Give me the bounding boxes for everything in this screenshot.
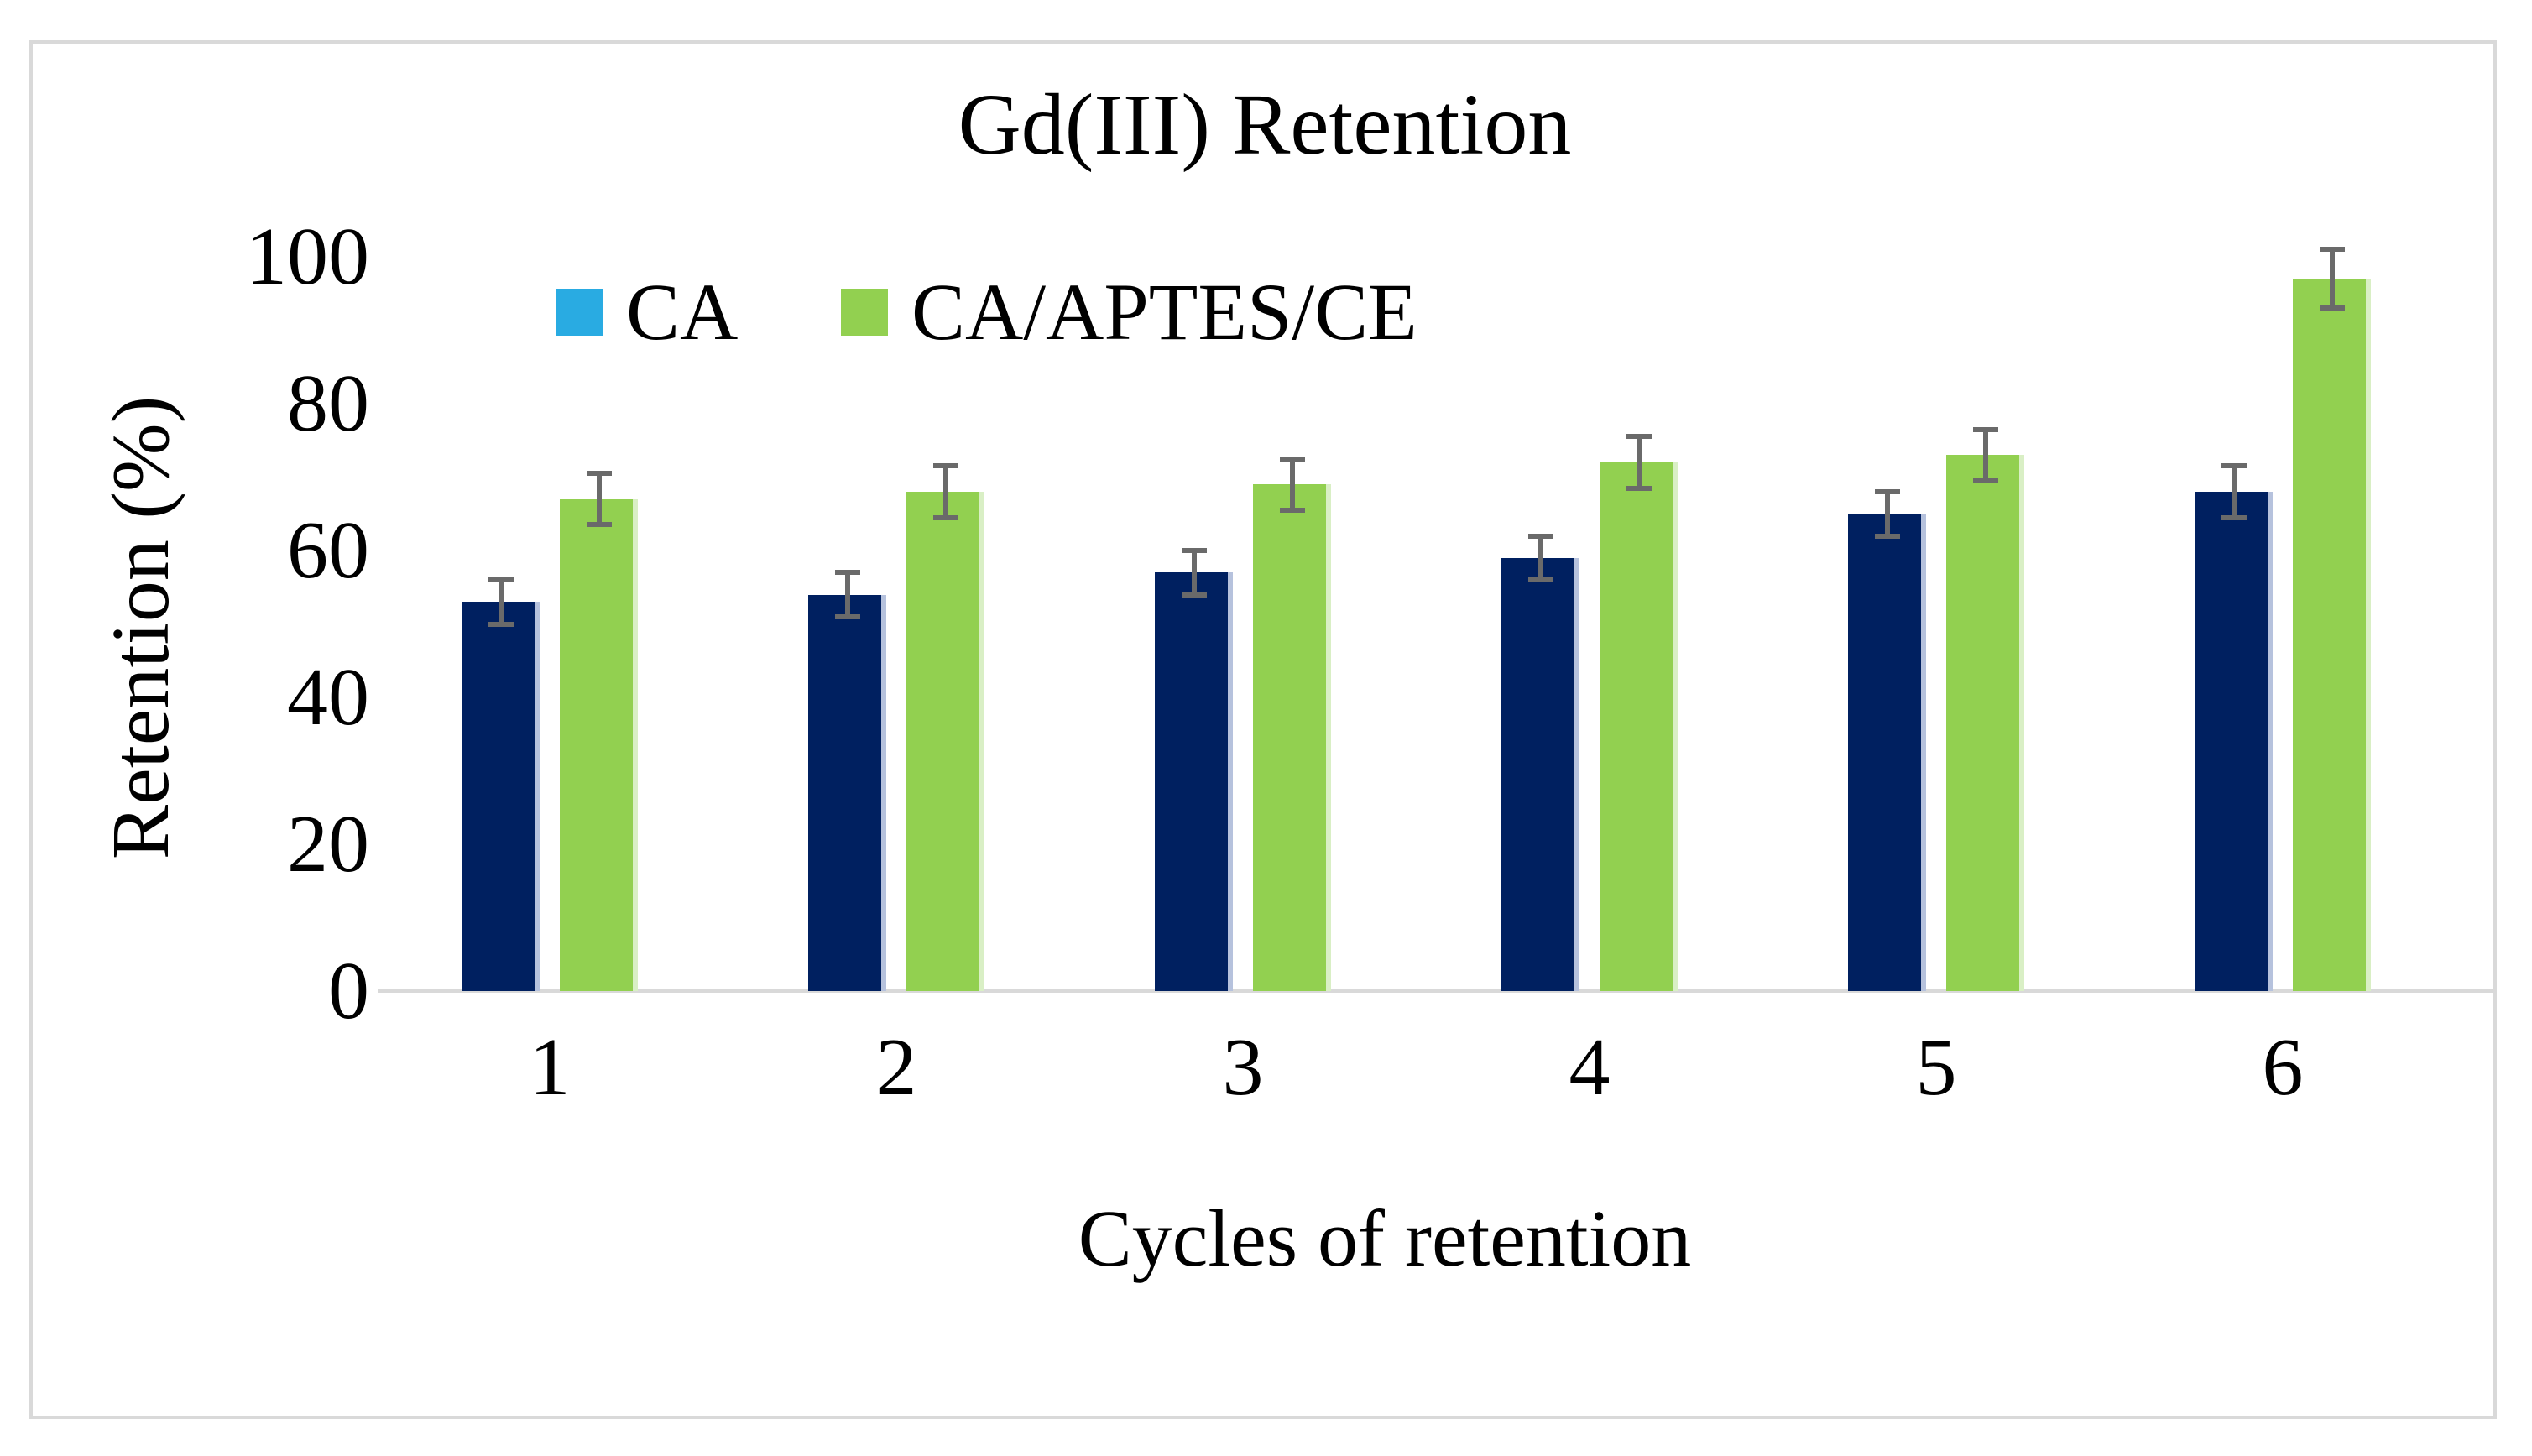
- x-axis-title: Cycles of retention: [1078, 1193, 1692, 1283]
- error-bar-cap-top: [1874, 489, 1900, 494]
- bar-ca-1: [462, 602, 540, 991]
- x-tick-label: 5: [1915, 1022, 1957, 1113]
- error-bar-cap-bottom: [1972, 478, 1998, 483]
- error-bar: [1289, 458, 1295, 510]
- error-bar-cap-top: [2319, 247, 2345, 253]
- x-tick-label: 6: [2262, 1022, 2304, 1113]
- y-tick-label: 20: [287, 799, 369, 890]
- error-bar-cap-bottom: [2221, 514, 2247, 520]
- bar-ca-aptes-ce-2: [906, 492, 984, 991]
- y-tick-label: 40: [287, 652, 369, 743]
- error-bar-cap-bottom: [2319, 305, 2345, 311]
- figure-border: [29, 40, 2497, 1419]
- y-tick-label: 60: [287, 505, 369, 596]
- error-bar: [2329, 249, 2335, 309]
- legend-label: CA/APTES/CE: [911, 267, 1417, 357]
- y-tick-label: 80: [287, 358, 369, 449]
- error-bar: [596, 473, 602, 525]
- error-bar-cap-bottom: [1527, 577, 1553, 582]
- error-bar-cap-top: [1972, 426, 1998, 432]
- error-bar-cap-bottom: [488, 621, 514, 627]
- legend-entry-ca-aptes-ce: CA/APTES/CE: [841, 267, 1417, 357]
- error-bar-cap-top: [1626, 434, 1652, 440]
- bar-ca-5: [1848, 514, 1926, 991]
- error-bar-cap-top: [1181, 548, 1207, 553]
- error-bar: [498, 580, 504, 624]
- bar-ca-3: [1155, 572, 1233, 991]
- x-tick-label: 3: [1222, 1022, 1264, 1113]
- x-axis-baseline: [378, 989, 2493, 993]
- bar-ca-aptes-ce-5: [1946, 455, 2024, 991]
- bar-ca-aptes-ce-6: [2293, 279, 2371, 991]
- x-tick-label: 2: [875, 1022, 917, 1113]
- y-axis-title: Retention (%): [96, 395, 186, 860]
- bar-ca-aptes-ce-3: [1253, 484, 1331, 991]
- error-bar-cap-bottom: [932, 514, 958, 520]
- x-tick-label: 4: [1569, 1022, 1611, 1113]
- error-bar-cap-top: [834, 570, 860, 576]
- bar-ca-2: [808, 594, 886, 991]
- legend-entry-ca: CA: [556, 267, 739, 357]
- error-bar-cap-top: [586, 471, 612, 477]
- error-bar: [1982, 429, 1988, 481]
- error-bar: [2231, 466, 2237, 518]
- error-bar-cap-bottom: [834, 613, 860, 619]
- error-bar-cap-top: [1279, 456, 1305, 462]
- error-bar-cap-bottom: [1181, 592, 1207, 598]
- bar-ca-4: [1501, 557, 1579, 991]
- error-bar-cap-bottom: [1626, 485, 1652, 491]
- error-bar-cap-bottom: [1279, 507, 1305, 513]
- legend-swatch-icon: [841, 289, 888, 336]
- y-tick-label: 0: [328, 946, 369, 1036]
- error-bar: [1636, 436, 1642, 488]
- legend-swatch-icon: [556, 289, 603, 336]
- error-bar: [1884, 492, 1890, 536]
- x-tick-label: 1: [529, 1022, 571, 1113]
- error-bar: [1537, 535, 1543, 580]
- legend-label: CA: [626, 267, 739, 357]
- error-bar: [844, 572, 850, 617]
- bar-ca-aptes-ce-4: [1600, 462, 1678, 991]
- chart-title: Gd(III) Retention: [958, 76, 1572, 173]
- error-bar: [1191, 551, 1197, 595]
- y-tick-label: 100: [246, 211, 369, 302]
- error-bar-cap-top: [1527, 533, 1553, 539]
- error-bar-cap-bottom: [1874, 533, 1900, 539]
- error-bar: [942, 466, 948, 518]
- bar-ca-6: [2195, 492, 2273, 991]
- error-bar-cap-top: [2221, 463, 2247, 469]
- error-bar-cap-top: [488, 577, 514, 582]
- error-bar-cap-bottom: [586, 522, 612, 528]
- bar-ca-aptes-ce-1: [560, 498, 638, 991]
- error-bar-cap-top: [932, 463, 958, 469]
